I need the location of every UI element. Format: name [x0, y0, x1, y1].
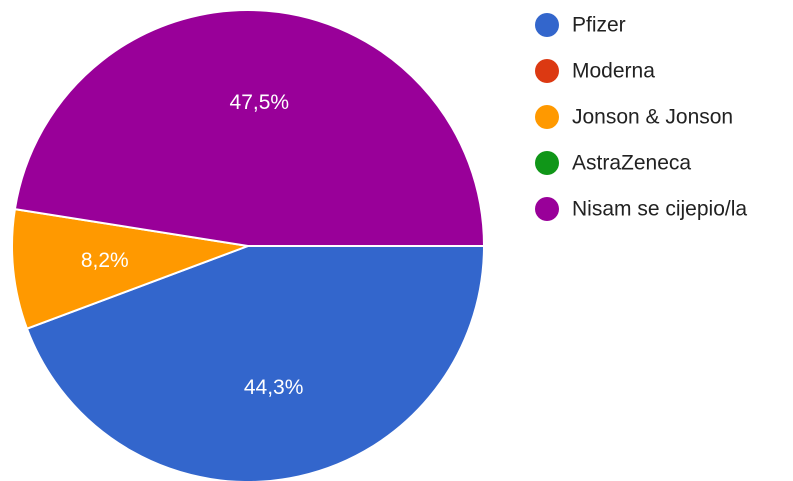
pie-slice-jonson-and-jonson[interactable]: [11, 208, 249, 330]
legend-label-astrazeneca: AstraZeneca: [572, 152, 691, 175]
legend-label-jonson-and-jonson: Jonson & Jonson: [572, 106, 733, 129]
pie-slice-nisam-se-cijepio-la[interactable]: [13, 9, 485, 247]
legend-item-astrazeneca[interactable]: AstraZeneca: [535, 151, 691, 175]
slice-label-nisam-se-cijepio-la: 47,5%: [230, 91, 290, 114]
legend-swatch-astrazeneca: [535, 151, 559, 175]
legend: Pfizer Moderna Jonson & Jonson AstraZeneca N…: [535, 13, 747, 221]
legend-label-moderna: Moderna: [572, 60, 655, 83]
pie-slice-pfizer[interactable]: [25, 245, 485, 481]
legend-label-pfizer: Pfizer: [572, 14, 626, 37]
legend-swatch-moderna: [535, 59, 559, 83]
slice-label-jonson-and-jonson: 8,2%: [81, 249, 129, 272]
pie-slices: [11, 9, 485, 481]
legend-label-nisam-se-cijepio-la: Nisam se cijepio/la: [572, 198, 747, 221]
legend-swatch-jonson-and-jonson: [535, 105, 559, 129]
legend-item-pfizer[interactable]: Pfizer: [535, 13, 626, 37]
legend-item-moderna[interactable]: Moderna: [535, 59, 655, 83]
legend-swatch-nisam-se-cijepio-la: [535, 197, 559, 221]
legend-item-jonson-and-jonson[interactable]: Jonson & Jonson: [535, 105, 733, 129]
legend-swatch-pfizer: [535, 13, 559, 37]
slice-label-pfizer: 44,3%: [244, 376, 304, 399]
legend-item-nisam-se-cijepio-la[interactable]: Nisam se cijepio/la: [535, 197, 747, 221]
slice-labels: 44,3% 8,2% 47,5%: [81, 91, 304, 399]
